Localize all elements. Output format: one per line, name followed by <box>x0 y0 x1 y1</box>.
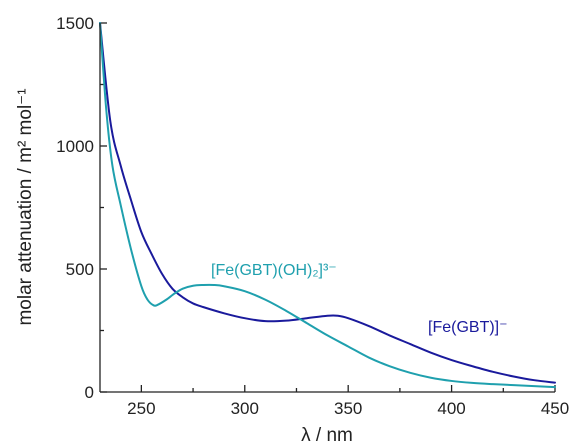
minor-ticks <box>100 83 504 392</box>
x-axis-label: λ / nm <box>301 425 353 446</box>
series-label-fe-gbt-oh2: [Fe(GBT)(OH)₂]³⁻ <box>211 262 337 279</box>
series-layer <box>99 22 556 389</box>
x-tick-label: 450 <box>541 399 569 418</box>
x-tick-label: 350 <box>334 399 362 418</box>
y-tick-label: 1000 <box>56 137 94 156</box>
y-tick-label: 1500 <box>56 14 94 33</box>
tick-labels: 250 300 350 400 450 0 500 1000 1500 <box>56 14 569 418</box>
series-line-fe-gbt <box>99 22 556 384</box>
series-line-fe-gbt-oh2 <box>99 22 556 389</box>
y-axis-label: molar attenuation / m² mol⁻¹ <box>15 88 36 325</box>
x-tick-label: 300 <box>231 399 259 418</box>
major-ticks <box>100 22 556 393</box>
x-tick-label: 250 <box>127 399 155 418</box>
x-tick-label: 400 <box>437 399 465 418</box>
y-tick-label: 500 <box>66 260 94 279</box>
series-label-fe-gbt: [Fe(GBT)]⁻ <box>428 319 508 336</box>
y-tick-label: 0 <box>85 383 94 402</box>
